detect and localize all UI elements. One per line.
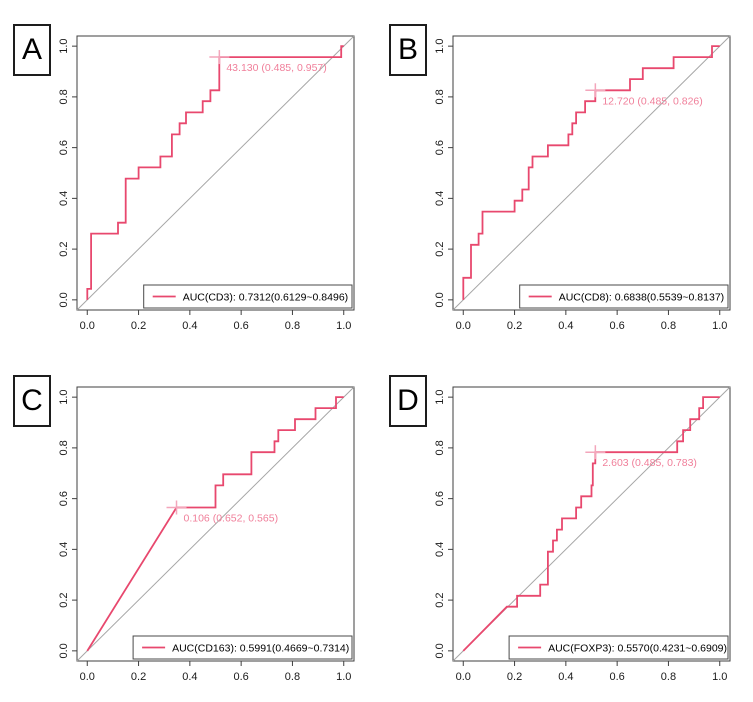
x-axis-tick-label: 0.0 <box>456 671 471 683</box>
threshold-annotation: 2.603 (0.485, 0.783) <box>602 457 697 469</box>
x-axis-tick-label: 1.0 <box>712 320 727 332</box>
panel-label-box-a: A <box>13 24 51 76</box>
y-axis-tick-label: 0.2 <box>58 241 70 256</box>
diagonal-reference-line <box>76 386 355 662</box>
legend-label: AUC(CD163): 0.5991(0.4669~0.7314) <box>172 643 349 655</box>
x-axis-tick-label: 0.6 <box>233 671 248 683</box>
panel-label-box-b: B <box>389 24 427 76</box>
plot-frame <box>76 35 355 311</box>
y-axis-tick-label: 0.4 <box>58 542 70 557</box>
panel-label-box-d: D <box>389 375 427 427</box>
roc-curve <box>86 45 344 300</box>
x-axis-tick-label: 0.4 <box>182 320 197 332</box>
roc-panel-b: 0.0 0.2 0.4 0.6 0.8 1.0 0.0 0.2 0.4 0.6 0.8 1.0 12.7… <box>376 0 753 351</box>
x-axis-tick-label: 1.0 <box>336 320 351 332</box>
panel-label-b: B <box>397 33 418 66</box>
legend-label: AUC(CD8): 0.6838(0.5539~0.8137) <box>559 292 724 304</box>
roc-curve <box>462 396 720 652</box>
x-axis-tick-label: 0.2 <box>131 320 146 332</box>
plot-frame <box>452 35 731 311</box>
roc-plot-a: 0.0 0.2 0.4 0.6 0.8 1.0 0.0 0.2 0.4 0.6 0.8 1.0 43.1… <box>58 35 355 332</box>
y-axis-tick-label: 0.8 <box>434 89 446 104</box>
panel-label-c: C <box>21 384 43 417</box>
y-axis-tick-label: 0.8 <box>58 440 70 455</box>
legend-box <box>143 284 353 309</box>
x-axis-tick-label: 0.0 <box>80 320 95 332</box>
x-axis-tick-label: 0.8 <box>285 671 300 683</box>
x-axis-tick-label: 0.6 <box>609 671 624 683</box>
x-axis-tick-label: 0.4 <box>558 320 573 332</box>
diagonal-reference-line <box>452 35 731 311</box>
panel-label-a: A <box>21 33 42 66</box>
x-axis-tick-label: 0.2 <box>507 320 522 332</box>
roc-panel-d: 0.0 0.2 0.4 0.6 0.8 1.0 0.0 0.2 0.4 0.6 0.8 1.0 2.60… <box>376 351 753 702</box>
roc-curve <box>462 45 720 300</box>
y-axis-tick-label: 0.4 <box>434 191 446 206</box>
x-axis-tick-label: 0.0 <box>80 671 95 683</box>
roc-panel-a: 0.0 0.2 0.4 0.6 0.8 1.0 0.0 0.2 0.4 0.6 0.8 1.0 43.1… <box>0 0 376 351</box>
y-axis-tick-label: 0.6 <box>434 491 446 506</box>
x-axis-tick-label: 0.2 <box>131 671 146 683</box>
diagonal-reference-line <box>76 35 355 311</box>
y-axis-tick-label: 0.0 <box>58 292 70 307</box>
y-axis-tick-label: 1.0 <box>434 38 446 53</box>
y-axis-tick-label: 1.0 <box>434 389 446 404</box>
roc-plot-c: 0.0 0.2 0.4 0.6 0.8 1.0 0.0 0.2 0.4 0.6 0.8 1.0 0.10… <box>58 386 355 683</box>
y-axis-tick-label: 0.0 <box>434 292 446 307</box>
x-axis-tick-label: 0.8 <box>285 320 300 332</box>
x-axis-tick-label: 1.0 <box>336 671 351 683</box>
y-axis-tick-label: 0.6 <box>434 140 446 155</box>
y-axis-tick-label: 0.2 <box>58 592 70 607</box>
y-axis-tick-label: 0.4 <box>434 542 446 557</box>
plot-frame <box>76 386 355 662</box>
roc-plot-b: 0.0 0.2 0.4 0.6 0.8 1.0 0.0 0.2 0.4 0.6 0.8 1.0 12.7… <box>434 35 731 332</box>
y-axis-tick-label: 0.6 <box>58 140 70 155</box>
y-axis-tick-label: 0.8 <box>58 89 70 104</box>
y-axis-tick-label: 1.0 <box>58 389 70 404</box>
threshold-annotation: 0.106 (0.652, 0.565) <box>184 513 279 525</box>
x-axis-tick-label: 0.8 <box>661 671 676 683</box>
x-axis-tick-label: 1.0 <box>712 671 727 683</box>
y-axis-tick-label: 0.8 <box>434 440 446 455</box>
y-axis-tick-label: 1.0 <box>58 38 70 53</box>
legend-label: AUC(CD3): 0.7312(0.6129~0.8496) <box>183 292 348 304</box>
roc-plot-d: 0.0 0.2 0.4 0.6 0.8 1.0 0.0 0.2 0.4 0.6 0.8 1.0 2.60… <box>434 386 731 683</box>
roc-curve <box>86 396 344 652</box>
x-axis-tick-label: 0.4 <box>182 671 197 683</box>
roc-panel-c: 0.0 0.2 0.4 0.6 0.8 1.0 0.0 0.2 0.4 0.6 0.8 1.0 0.10… <box>0 351 376 702</box>
y-axis-tick-label: 0.4 <box>58 191 70 206</box>
y-axis-tick-label: 0.2 <box>434 241 446 256</box>
x-axis-tick-label: 0.8 <box>661 320 676 332</box>
y-axis-tick-label: 0.0 <box>434 643 446 658</box>
plot-frame <box>452 386 731 662</box>
x-axis-tick-label: 0.4 <box>558 671 573 683</box>
panel-label-d: D <box>397 384 419 417</box>
y-axis-tick-label: 0.6 <box>58 491 70 506</box>
legend-box <box>132 635 353 660</box>
legend-label: AUC(FOXP3): 0.5570(0.4231~0.6909) <box>548 643 727 655</box>
x-axis-tick-label: 0.6 <box>609 320 624 332</box>
legend-box <box>519 284 729 309</box>
x-axis-tick-label: 0.6 <box>233 320 248 332</box>
x-axis-tick-label: 0.2 <box>507 671 522 683</box>
panel-label-box-c: C <box>13 375 51 427</box>
x-axis-tick-label: 0.0 <box>456 320 471 332</box>
legend-box <box>508 635 729 660</box>
threshold-annotation: 43.130 (0.485, 0.957) <box>226 62 326 74</box>
y-axis-tick-label: 0.2 <box>434 592 446 607</box>
y-axis-tick-label: 0.0 <box>58 643 70 658</box>
threshold-annotation: 12.720 (0.485, 0.826) <box>602 95 702 107</box>
